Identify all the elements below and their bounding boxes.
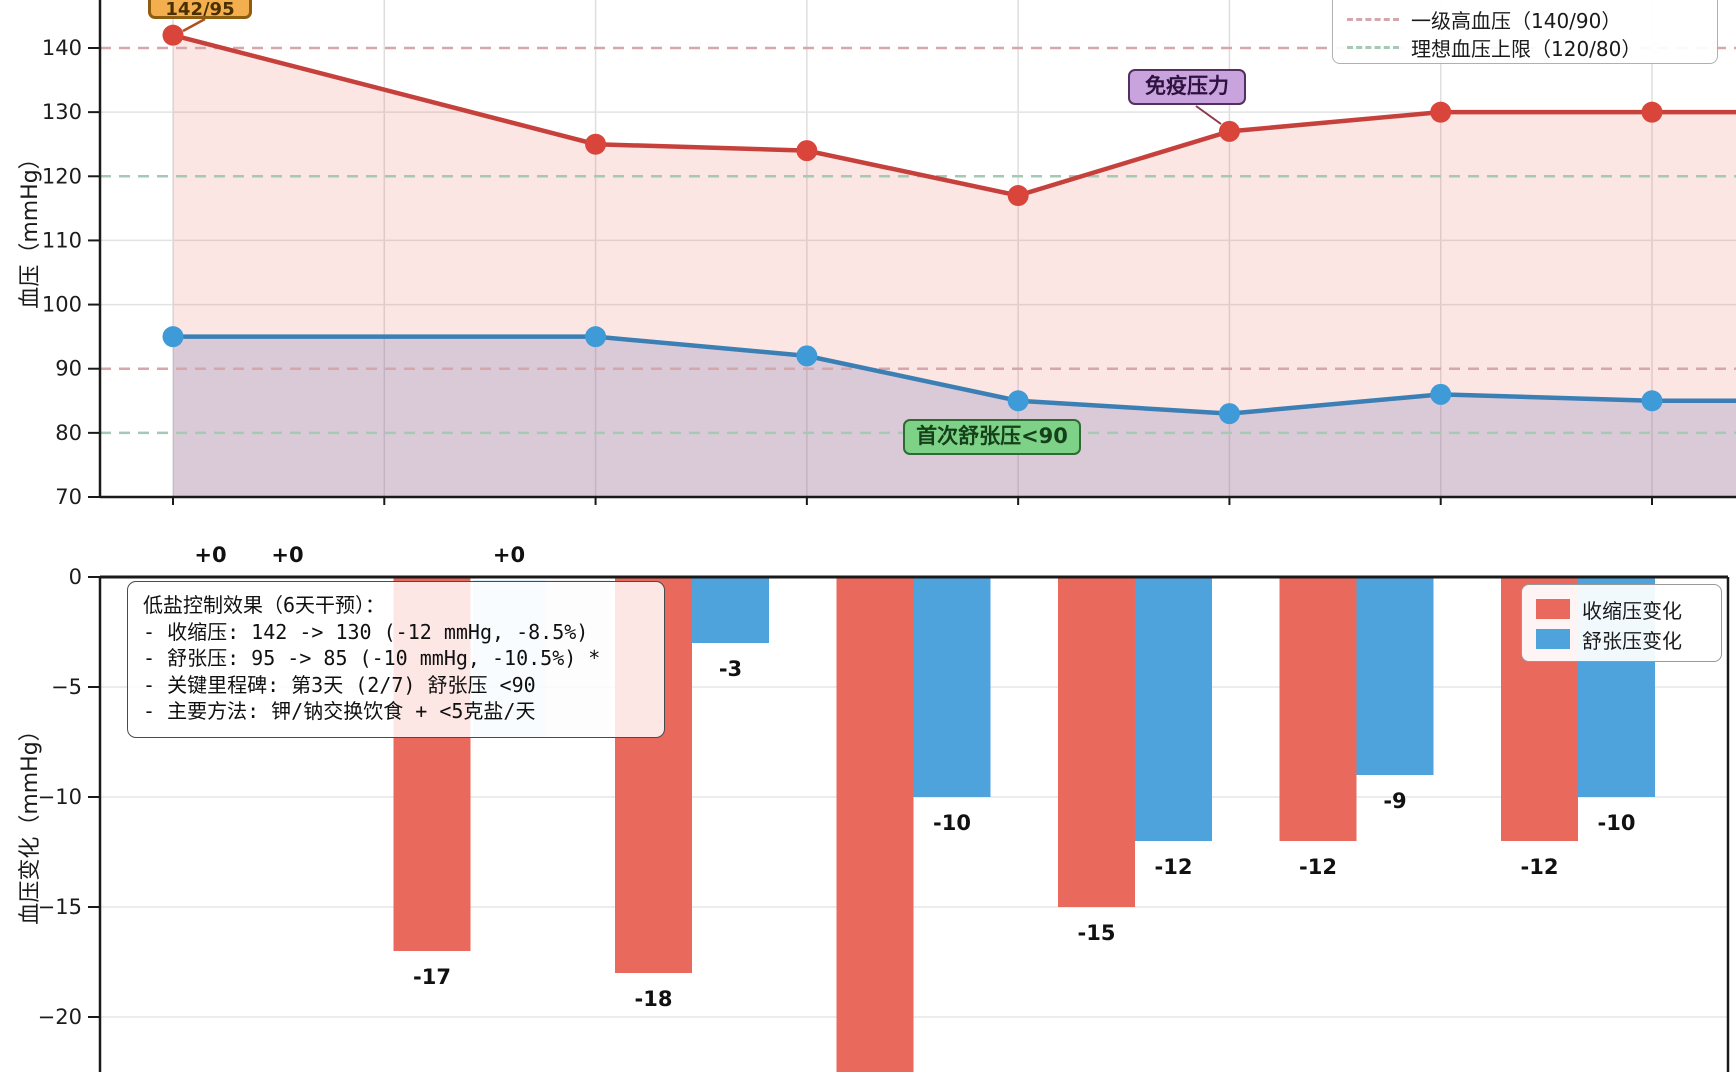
diastolic-point-02-06	[796, 345, 818, 367]
y-tick-label: 0	[69, 565, 82, 589]
diastolic-point-02-10	[1641, 390, 1663, 412]
bar-value-label: -10	[933, 811, 971, 835]
y-tick-label: 110	[42, 228, 82, 252]
low-salt-summary-note: 低盐控制效果（6天干预）： - 收缩压: 142 -> 130 (-12 mmH…	[127, 581, 665, 738]
start-bp-callout: 142/95	[148, 0, 252, 19]
legend-row-stage1-hypertension: 一级高血压（140/90）	[1347, 5, 1703, 33]
bar-value-label: +0	[194, 543, 226, 567]
dashed-line-swatch-green	[1347, 45, 1399, 49]
diastolic-point-02-03	[162, 326, 184, 348]
y-tick-label: −20	[38, 1005, 82, 1029]
systolic-point-02-06	[796, 140, 818, 162]
systolic-line	[172, 32, 1736, 198]
diastolic-point-02-08	[1218, 403, 1240, 425]
bar-value-label: -10	[1598, 811, 1636, 835]
note-line: - 关键里程碑: 第3天 (2/7) 舒张压 <90	[143, 672, 536, 697]
bottom-chart-legend: 收缩压变化 舒张压变化	[1521, 584, 1722, 662]
diastolic-point-02-05	[585, 326, 607, 348]
annotation-arrow	[182, 17, 206, 33]
systolic-point-02-03	[162, 24, 184, 46]
y-tick-label: −10	[38, 785, 82, 809]
bar-diastolic-change-02-09	[1356, 577, 1434, 775]
y-tick-label: 120	[42, 164, 82, 188]
systolic-point-02-08	[1218, 120, 1240, 142]
bar-diastolic-change-02-06	[692, 577, 769, 643]
systolic-point-02-07	[1007, 185, 1029, 207]
bar-value-label: -12	[1521, 855, 1559, 879]
bar-systolic-change-02-09	[1279, 577, 1357, 841]
systolic-point-02-10	[1641, 101, 1663, 123]
note-line: - 收缩压: 142 -> 130 (-12 mmHg, -8.5%)	[143, 619, 589, 644]
y-tick-label: 140	[42, 36, 82, 60]
diastolic-point-02-09	[1430, 383, 1452, 405]
legend-label: 收缩压变化	[1582, 598, 1682, 623]
blue-bar-swatch	[1536, 629, 1570, 649]
note-line: 低盐控制效果（6天干预）：	[143, 593, 386, 617]
bp-change-bar-chart: +0 +0 -17 +0 -18 -3 -10 -15 -12 -12 -9 -12 -10 0 −5 −10…	[38, 543, 1730, 1072]
note-line: - 舒张压: 95 -> 85 (-10 mmHg, -10.5%) *	[143, 646, 601, 670]
diastolic-area-fill	[173, 336, 1736, 497]
red-bar-swatch	[1536, 599, 1570, 619]
bar-value-label: -18	[635, 987, 673, 1011]
bar-value-label: -15	[1078, 921, 1116, 945]
legend-row-ideal-bp-limit: 理想血压上限（120/80）	[1347, 33, 1703, 61]
bar-value-label: +0	[271, 543, 303, 567]
y-tick-label: 70	[55, 485, 82, 505]
y-tick-label: 130	[42, 100, 82, 124]
y-tick-label: 80	[55, 421, 82, 445]
y-tick-label: −15	[38, 895, 82, 919]
bar-diastolic-change-02-07	[913, 577, 991, 797]
dashed-line-swatch-red	[1347, 17, 1399, 21]
immune-stress-callout: 免疫压力	[1128, 69, 1246, 105]
first-diastolic-below-90-callout: 首次舒张压<90	[903, 419, 1081, 455]
diastolic-point-02-07	[1007, 390, 1029, 412]
bar-systolic-change-02-08	[1058, 577, 1135, 907]
annotation-arrow	[1195, 105, 1222, 125]
y-tick-label: 100	[42, 293, 82, 317]
systolic-point-02-09	[1430, 101, 1452, 123]
legend-label: 理想血压上限（120/80）	[1411, 36, 1642, 61]
y-tick-label: 90	[55, 357, 82, 381]
top-chart-y-axis-title: 血压（mmHg）	[18, 147, 43, 309]
bar-value-label: -12	[1155, 855, 1193, 879]
top-chart-legend: 一级高血压（140/90） 理想血压上限（120/80）	[1332, 0, 1718, 64]
bar-systolic-change-02-07	[836, 577, 914, 1072]
systolic-area-fill	[173, 35, 1736, 497]
bottom-chart-y-axis-title: 血压变化（mmHg）	[18, 719, 43, 925]
legend-row-diastolic-change: 舒张压变化	[1536, 624, 1707, 654]
bar-value-label: -17	[413, 965, 451, 989]
bar-value-label: -12	[1299, 855, 1337, 879]
bp-trend-line-chart: 14013012011010090807002-0302-0402-0502-0…	[42, 0, 1736, 505]
note-line: - 主要方法: 钾/钠交换饮食 + <5克盐/天	[143, 699, 536, 723]
bar-value-label: -3	[719, 657, 742, 681]
legend-label: 舒张压变化	[1582, 628, 1682, 653]
bar-value-label: +0	[493, 543, 525, 567]
diastolic-line	[173, 334, 1736, 416]
bar-diastolic-change-02-08	[1135, 577, 1212, 841]
bar-value-label: -9	[1383, 789, 1406, 813]
y-tick-label: −5	[51, 675, 82, 699]
systolic-point-02-05	[585, 133, 607, 155]
legend-label: 一级高血压（140/90）	[1411, 8, 1622, 33]
legend-row-systolic-change: 收缩压变化	[1536, 594, 1707, 624]
